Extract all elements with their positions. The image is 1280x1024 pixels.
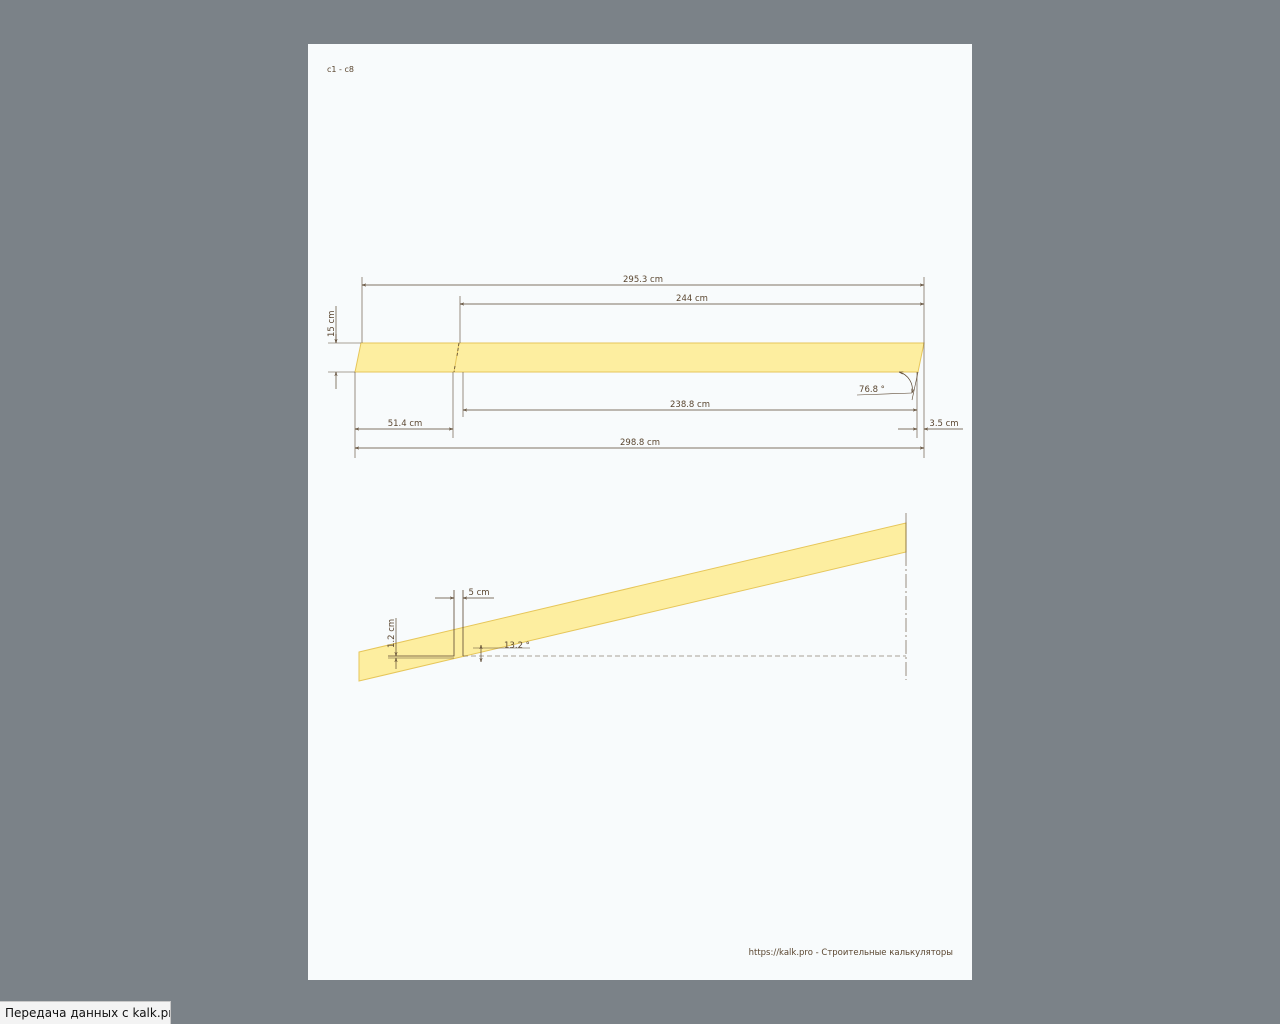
side-board [358,522,907,682]
dim-slope: 13.2 ° [504,641,530,651]
top-board [354,342,925,373]
dim-angle: 76.8 ° [859,385,885,395]
dim-total-top: 295.3 cm [623,275,663,285]
dim-end-offset: 3.5 cm [929,419,958,429]
dim-inner-bottom: 238.8 cm [670,400,710,410]
document-page: c1 - c8 [308,44,972,980]
footer-credit[interactable]: https://kalk.pro - Строительные калькуля… [748,948,953,958]
rafter-drawing: 295.3 cm 244 cm 15 cm 76.8 ° 238.8 cm [327,275,963,682]
top-view: 295.3 cm 244 cm 15 cm 76.8 ° 238.8 cm [327,275,963,458]
dim-height: 15 cm [327,311,337,337]
status-bar: Передача данных с kalk.pro... [0,1001,171,1024]
side-view: 5 cm 1.2 cm 13.2 ° [358,513,907,682]
dim-total-bottom: 298.8 cm [620,438,660,448]
dim-notch-width: 5 cm [468,588,489,598]
seat-notch [388,590,464,657]
dim-notch-depth: 1.2 cm [387,619,397,648]
dim-left-piece: 51.4 cm [388,419,423,429]
dim-inner-top: 244 cm [676,294,708,304]
page-label: c1 - c8 [327,65,354,74]
